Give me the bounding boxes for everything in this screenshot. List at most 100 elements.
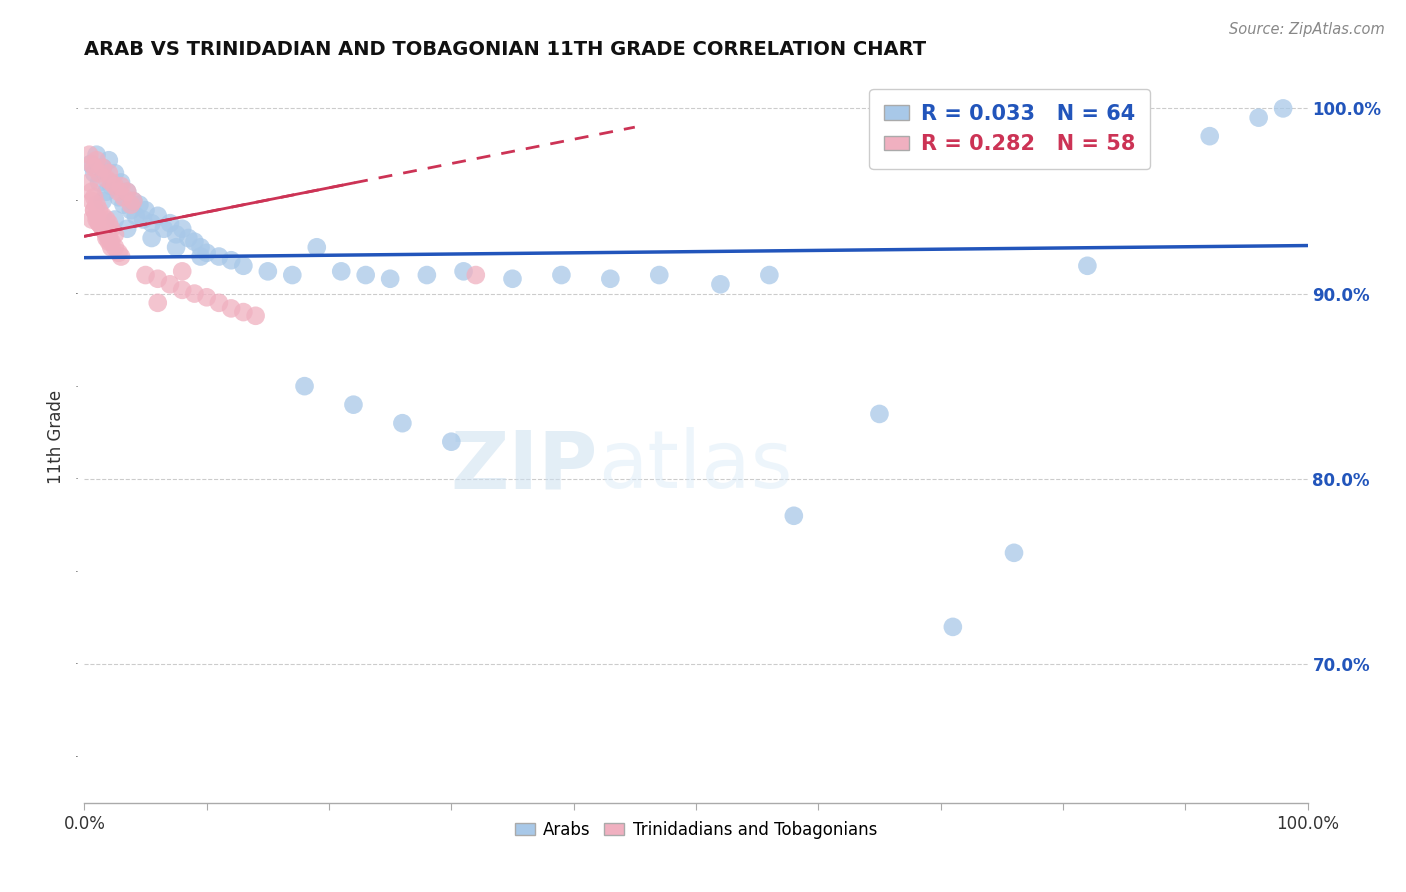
Point: [86, 147, 108, 161]
Point: [77, 176, 100, 190]
Point: [380, 272, 402, 286]
Text: atlas: atlas: [598, 427, 793, 506]
Point: [709, 277, 731, 292]
Point: [342, 398, 364, 412]
Point: [104, 179, 127, 194]
Point: [232, 259, 254, 273]
Point: [97, 153, 120, 168]
Point: [87, 216, 110, 230]
Point: [122, 194, 145, 208]
Text: ZIP: ZIP: [451, 427, 598, 506]
Point: [107, 185, 129, 199]
Point: [104, 227, 127, 242]
Point: [1076, 259, 1098, 273]
Point: [97, 231, 120, 245]
Point: [294, 379, 316, 393]
Point: [416, 268, 439, 282]
Point: [112, 197, 135, 211]
Point: [83, 190, 105, 204]
Point: [165, 227, 187, 242]
Point: [80, 157, 103, 171]
Point: [115, 185, 138, 199]
Point: [100, 235, 122, 249]
Point: [141, 231, 163, 245]
Point: [91, 161, 114, 175]
Point: [91, 221, 114, 235]
Point: [86, 197, 108, 211]
Text: Source: ZipAtlas.com: Source: ZipAtlas.com: [1229, 22, 1385, 37]
Point: [91, 209, 114, 223]
Point: [128, 197, 150, 211]
Point: [86, 209, 108, 223]
Point: [172, 221, 194, 235]
Point: [599, 272, 621, 286]
Point: [110, 250, 132, 264]
Point: [83, 166, 105, 180]
Point: [107, 190, 129, 204]
Point: [172, 283, 194, 297]
Point: [219, 301, 242, 316]
Point: [440, 434, 463, 449]
Point: [96, 227, 118, 242]
Point: [165, 240, 187, 254]
Point: [87, 216, 110, 230]
Point: [330, 264, 353, 278]
Point: [86, 153, 108, 168]
Point: [135, 203, 157, 218]
Point: [87, 203, 110, 218]
Point: [1247, 111, 1270, 125]
Point: [80, 185, 103, 199]
Point: [120, 203, 142, 218]
Point: [104, 166, 127, 180]
Point: [208, 250, 231, 264]
Point: [550, 268, 572, 282]
Point: [159, 277, 181, 292]
Point: [153, 221, 176, 235]
Point: [112, 190, 135, 204]
Point: [190, 250, 212, 264]
Point: [183, 235, 205, 249]
Point: [391, 416, 413, 430]
Point: [79, 157, 101, 171]
Point: [110, 179, 132, 194]
Legend: Arabs, Trinidadians and Tobagonians: Arabs, Trinidadians and Tobagonians: [509, 814, 883, 846]
Point: [758, 268, 780, 282]
Point: [195, 245, 218, 260]
Point: [97, 235, 120, 249]
Point: [942, 620, 965, 634]
Point: [86, 212, 108, 227]
Point: [80, 194, 103, 208]
Point: [869, 407, 891, 421]
Point: [190, 240, 212, 254]
Point: [115, 221, 138, 235]
Point: [648, 268, 671, 282]
Point: [146, 209, 169, 223]
Point: [104, 212, 127, 227]
Point: [502, 272, 524, 286]
Text: ARAB VS TRINIDADIAN AND TOBAGONIAN 11TH GRADE CORRELATION CHART: ARAB VS TRINIDADIAN AND TOBAGONIAN 11TH …: [84, 39, 927, 59]
Point: [83, 161, 105, 175]
Point: [125, 209, 148, 223]
Point: [1272, 102, 1295, 116]
Point: [141, 216, 163, 230]
Point: [146, 295, 169, 310]
Point: [172, 264, 194, 278]
Point: [354, 268, 377, 282]
Point: [219, 253, 242, 268]
Y-axis label: 11th Grade: 11th Grade: [48, 390, 65, 484]
Point: [91, 221, 114, 235]
Point: [120, 197, 142, 211]
Point: [453, 264, 475, 278]
Point: [87, 166, 110, 180]
Point: [783, 508, 806, 523]
Point: [232, 305, 254, 319]
Point: [107, 245, 129, 260]
Point: [100, 179, 122, 194]
Point: [96, 231, 118, 245]
Point: [195, 290, 218, 304]
Point: [96, 212, 118, 227]
Point: [183, 286, 205, 301]
Point: [208, 295, 231, 310]
Point: [464, 268, 486, 282]
Point: [77, 147, 100, 161]
